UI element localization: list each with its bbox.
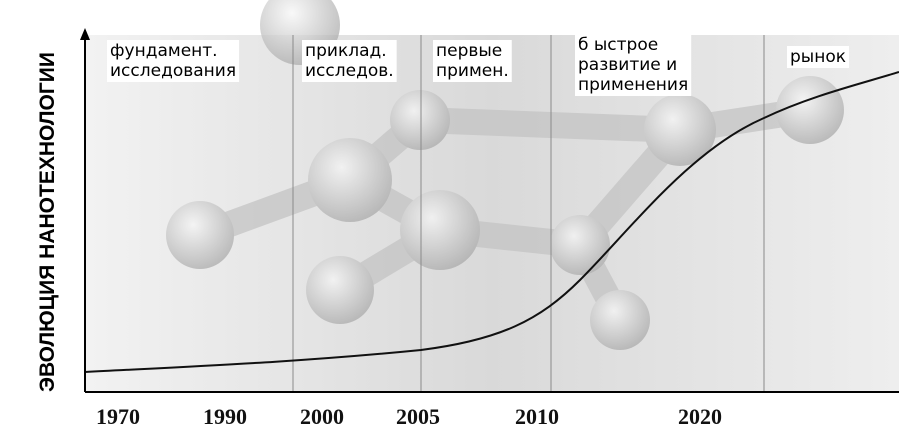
label-background: [433, 40, 512, 82]
x-label: 2000: [300, 404, 344, 429]
x-label: 2010: [515, 404, 559, 429]
x-labels: 1970 1990 2000 2005 2010 2020: [96, 404, 722, 429]
phase-label: рынок: [787, 46, 849, 68]
phase-text: рынок: [790, 47, 846, 67]
molecule-illustration: [166, 0, 844, 350]
y-axis-arrow: [80, 28, 90, 40]
x-label: 2005: [396, 404, 440, 429]
phase-text: применения: [578, 75, 688, 95]
label-background: [787, 46, 849, 68]
phase-label: приклад.исследов.: [302, 40, 397, 82]
phase-text: примен.: [436, 61, 509, 81]
phase-text: исследов.: [305, 61, 394, 81]
phase-text: приклад.: [305, 41, 387, 61]
evolution-curve: [84, 71, 899, 373]
phase-text: первые: [436, 41, 502, 61]
label-background: [107, 40, 240, 82]
phase-labels: фундамент.исследованияприклад.исследов.п…: [107, 34, 849, 96]
x-label: 1990: [203, 404, 247, 429]
y-axis-label: ЭВОЛЮЦИЯ НАНОТЕХНОЛОГИИ: [36, 52, 59, 392]
phase-text: фундамент.: [110, 41, 218, 61]
label-background: [575, 34, 692, 96]
phase-label: фундамент.исследования: [107, 40, 240, 82]
phase-dividers: [292, 35, 765, 392]
x-label: 2020: [678, 404, 722, 429]
phase-text: исследования: [110, 61, 236, 81]
x-label: 1970: [96, 404, 140, 429]
phase-text: развитие и: [578, 55, 677, 75]
label-background: [302, 40, 397, 82]
phase-text: б ыстрое: [578, 35, 658, 55]
